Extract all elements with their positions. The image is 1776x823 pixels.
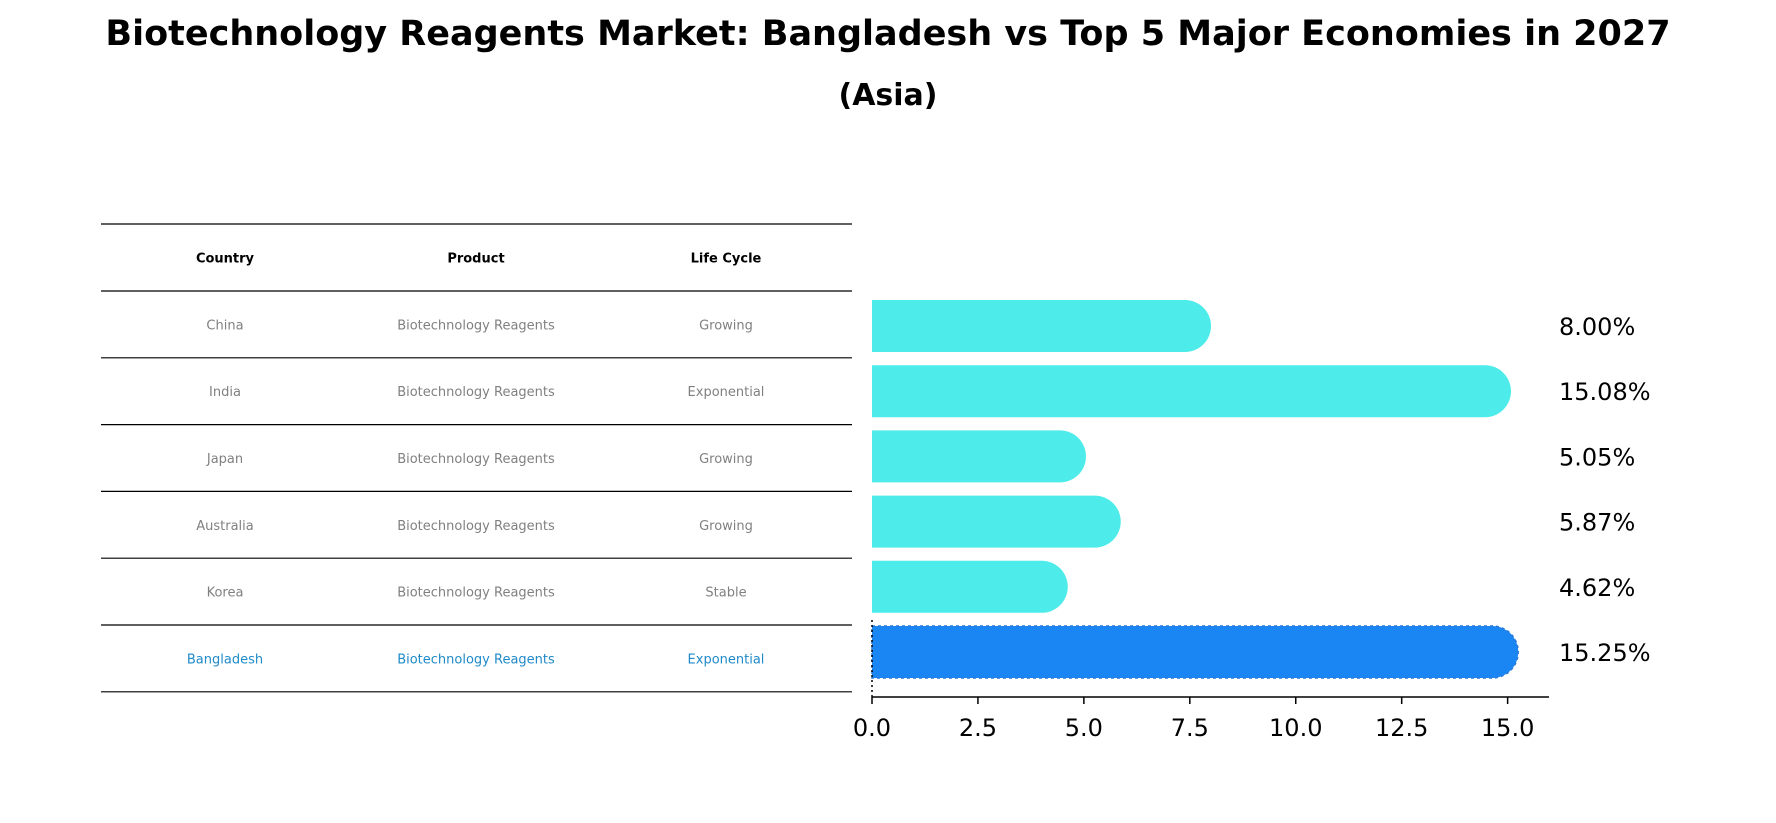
x-tick-label: 7.5 [1171,714,1209,742]
table-cell: Biotechnology Reagents [397,586,555,601]
x-tick-label: 15.0 [1481,714,1534,742]
table-cell-highlight: Exponential [688,652,765,667]
x-tick-label: 12.5 [1375,714,1428,742]
bar-value-label: 5.87% [1559,509,1635,537]
bar [872,300,1211,352]
table-cell-highlight: Bangladesh [187,652,263,667]
chart-subtitle: (Asia) [838,78,938,113]
table-cell: India [209,385,241,400]
table-cell: Korea [207,586,244,601]
chart-title: Biotechnology Reagents Market: Banglades… [105,14,1671,54]
bar-value-label: 15.25% [1559,639,1651,667]
bar-value-label: 4.62% [1559,574,1635,602]
x-tick-label: 10.0 [1269,714,1322,742]
bar [872,430,1086,483]
table-cell-highlight: Biotechnology Reagents [397,652,555,667]
table-cell: Biotechnology Reagents [397,452,555,467]
bar-value-label: 5.05% [1559,443,1635,471]
table-cell: Japan [206,452,243,467]
table-header-cell: Product [447,252,504,267]
x-tick-label: 5.0 [1065,714,1103,742]
x-tick-label: 2.5 [959,714,997,742]
table-cell: Biotechnology Reagents [397,385,555,400]
bar-chart: 8.00% 15.08% 5.05% 5.87% 4.62% 15.25% [871,300,1651,679]
table-cell: Growing [699,452,753,467]
table-header-cell: Life Cycle [691,252,762,267]
bar [872,365,1511,418]
data-table: Country Product Life Cycle China Biotechnolo… [101,223,852,693]
table-cell: Australia [196,519,254,534]
table-cell: Biotechnology Reagents [397,318,555,333]
bar-value-label: 8.00% [1559,313,1635,341]
x-tick-label: 0.0 [853,714,891,742]
table-cell: Growing [699,318,753,333]
table-cell: Stable [705,586,746,601]
bar [872,560,1068,613]
bar-value-label: 15.08% [1559,378,1651,406]
table-cell: China [206,318,243,333]
bar [872,495,1121,548]
table-cell: Biotechnology Reagents [397,519,555,534]
table-header-cell: Country [196,252,255,267]
table-cell: Exponential [688,385,765,400]
x-axis: 0.0 2.5 5.0 7.5 10.0 12.5 15.0 [853,620,1549,742]
table-cell: Growing [699,519,753,534]
bar-highlight [871,625,1519,679]
